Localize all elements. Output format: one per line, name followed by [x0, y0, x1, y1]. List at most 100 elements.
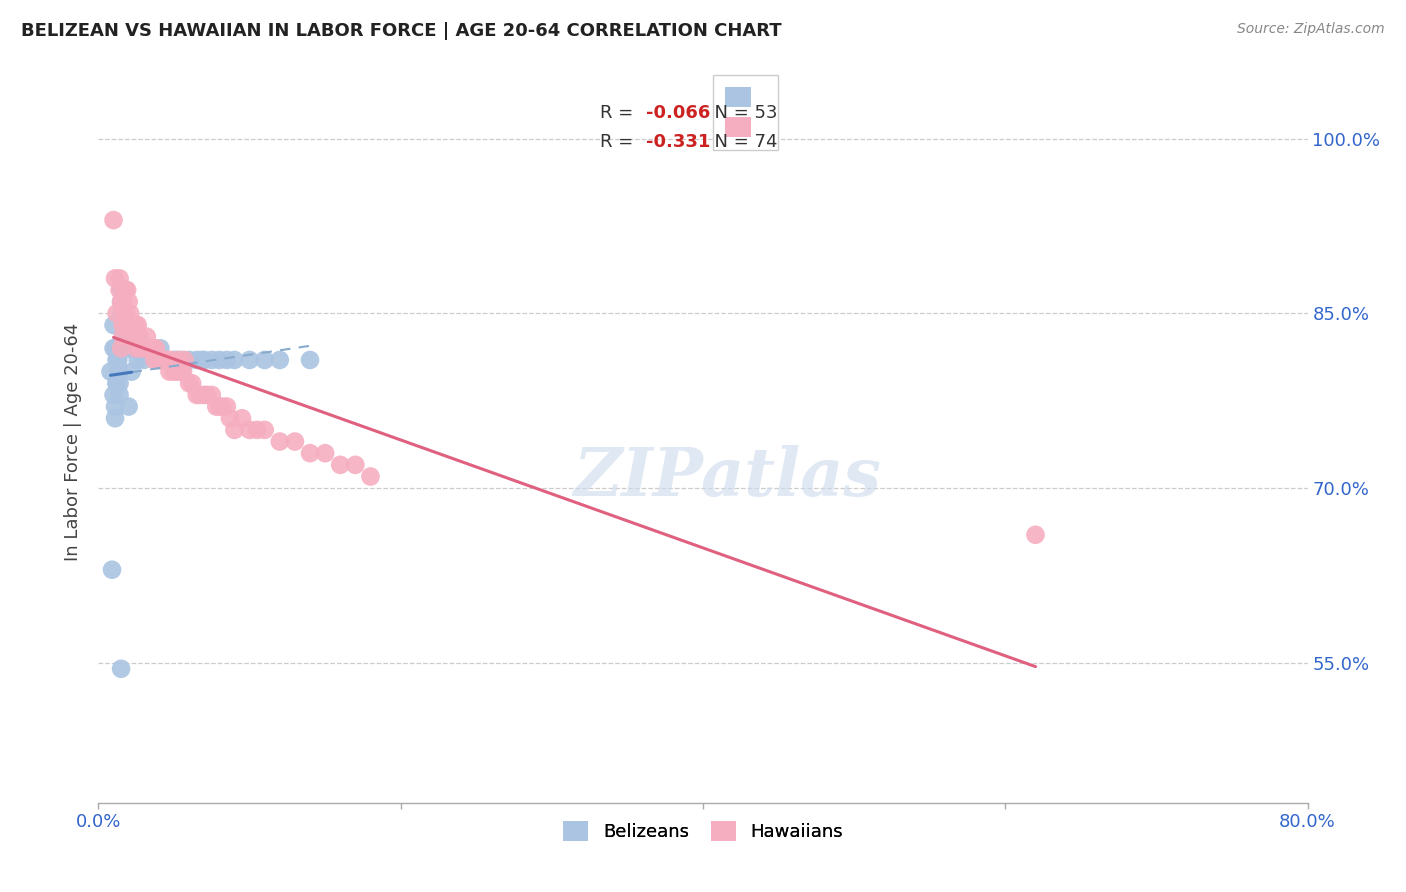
Point	[153, 353, 176, 368]
Point	[160, 353, 183, 368]
Point	[284, 434, 307, 449]
Point	[142, 341, 165, 355]
Point	[103, 341, 125, 355]
Point	[193, 353, 215, 368]
Point	[186, 353, 208, 368]
Point	[269, 353, 291, 368]
Point	[111, 329, 134, 343]
Point	[107, 353, 129, 368]
Point	[179, 353, 201, 368]
Point	[104, 271, 127, 285]
Point	[246, 423, 269, 437]
Point	[155, 353, 177, 368]
Point	[122, 318, 145, 332]
Point	[110, 306, 132, 320]
Point	[135, 341, 157, 355]
Point	[172, 365, 194, 379]
Point	[110, 283, 132, 297]
Point	[101, 563, 124, 577]
Point	[132, 341, 155, 355]
Point	[141, 341, 163, 355]
Point	[111, 318, 134, 332]
Point	[148, 353, 170, 368]
Point	[127, 353, 149, 368]
Point	[105, 306, 128, 320]
Point	[108, 365, 131, 379]
Text: N = 53: N = 53	[703, 103, 778, 122]
Point	[103, 318, 125, 332]
Point	[105, 376, 128, 391]
Point	[145, 341, 167, 355]
Point	[150, 353, 173, 368]
Point	[163, 353, 186, 368]
Point	[125, 318, 148, 332]
Point	[195, 388, 218, 402]
Point	[114, 306, 136, 320]
Point	[167, 353, 190, 368]
Point	[112, 306, 135, 320]
Point	[110, 341, 132, 355]
Point	[239, 353, 262, 368]
Point	[103, 213, 125, 227]
Point	[122, 341, 145, 355]
Point	[129, 341, 152, 355]
Point	[179, 376, 201, 391]
Point	[166, 365, 188, 379]
Point	[215, 400, 238, 414]
Text: R =: R =	[600, 103, 640, 122]
Point	[105, 353, 128, 368]
Point	[211, 400, 233, 414]
Point	[135, 329, 157, 343]
Point	[125, 341, 148, 355]
Text: -0.066: -0.066	[647, 103, 710, 122]
Point	[224, 423, 246, 437]
Point	[111, 294, 134, 309]
Point	[132, 353, 155, 368]
Text: -0.331: -0.331	[647, 133, 710, 151]
Point	[118, 294, 141, 309]
Text: BELIZEAN VS HAWAIIAN IN LABOR FORCE | AGE 20-64 CORRELATION CHART: BELIZEAN VS HAWAIIAN IN LABOR FORCE | AG…	[21, 22, 782, 40]
Point	[108, 388, 131, 402]
Point	[114, 341, 136, 355]
Point	[105, 376, 128, 391]
Point	[314, 446, 336, 460]
Point	[115, 283, 138, 297]
Point	[155, 353, 177, 368]
Point	[329, 458, 352, 472]
Point	[112, 329, 135, 343]
Point	[120, 341, 142, 355]
Point	[1024, 528, 1046, 542]
Point	[143, 353, 166, 368]
Point	[104, 400, 127, 414]
Point	[148, 353, 170, 368]
Point	[134, 341, 156, 355]
Point	[108, 271, 131, 285]
Point	[127, 318, 149, 332]
Text: ZIPatlas: ZIPatlas	[574, 445, 882, 510]
Point	[253, 423, 276, 437]
Text: N = 74: N = 74	[703, 133, 778, 151]
Point	[108, 283, 131, 297]
Legend: Belizeans, Hawaiians: Belizeans, Hawaiians	[555, 814, 851, 848]
Point	[118, 341, 141, 355]
Point	[121, 329, 143, 343]
Point	[110, 294, 132, 309]
Point	[166, 353, 188, 368]
Point	[149, 341, 172, 355]
Point	[201, 353, 224, 368]
Point	[360, 469, 382, 483]
Point	[188, 388, 211, 402]
Text: R =: R =	[600, 133, 645, 151]
Point	[149, 353, 172, 368]
Point	[141, 341, 163, 355]
Point	[120, 306, 142, 320]
Point	[128, 329, 150, 343]
Point	[170, 365, 193, 379]
Point	[239, 423, 262, 437]
Text: Source: ZipAtlas.com: Source: ZipAtlas.com	[1237, 22, 1385, 37]
Point	[253, 353, 276, 368]
Point	[107, 353, 129, 368]
Point	[159, 365, 181, 379]
Point	[121, 365, 143, 379]
Point	[173, 353, 195, 368]
